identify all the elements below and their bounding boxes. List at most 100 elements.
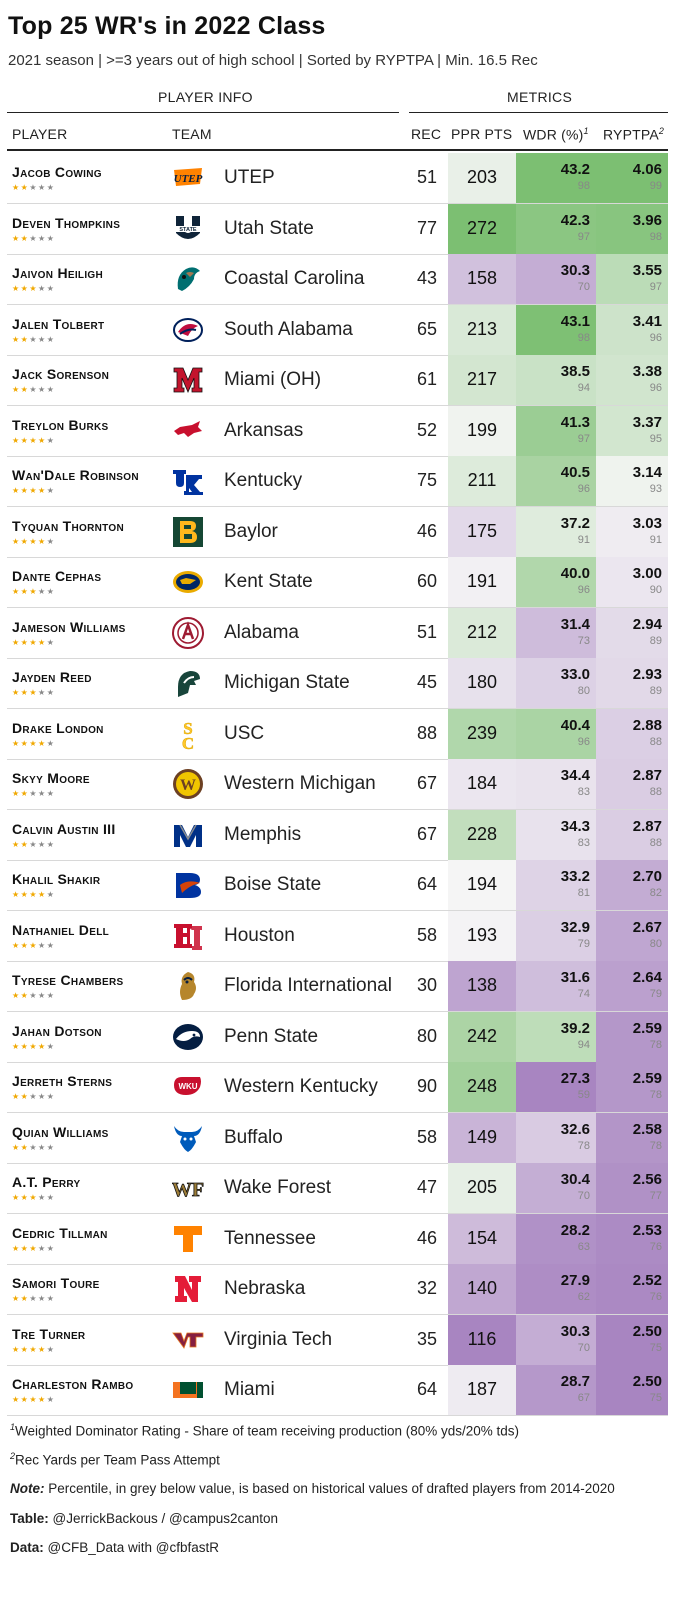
wdr-percentile: 78 (577, 1139, 590, 1152)
michigan-state-logo (172, 667, 204, 699)
star-icon: ★ (38, 1294, 47, 1303)
table-row: Jameson Williams ★★★★★ Alabama 51 212 31.4 73 2… (7, 607, 668, 659)
star-icon: ★ (46, 738, 56, 748)
ppr-value: 158 (466, 268, 498, 288)
tennessee-logo (172, 1223, 204, 1255)
ryptpa-value: 3.41 (632, 312, 662, 330)
star-icon: ★ (38, 1092, 47, 1101)
star-icon: ★ (46, 536, 56, 546)
ryptpa-value: 2.67 (632, 918, 662, 936)
star-icon: ★ (20, 1193, 30, 1202)
star-icon: ★ (29, 1193, 39, 1202)
ppr-cell: 205 (448, 1163, 516, 1213)
wdr-value: 40.0 (560, 565, 590, 582)
rec-value: 80 (416, 1025, 438, 1046)
table-row: Drake London ★★★★★ S C USC 88 239 40.4 96 2.88 88 (7, 708, 668, 760)
ppr-value: 248 (466, 1076, 498, 1096)
wdr-cell: 40.5 96 (516, 456, 596, 506)
star-icon: ★ (38, 385, 47, 394)
ryptpa-value: 2.58 (632, 1120, 662, 1138)
wdr-percentile: 79 (577, 937, 590, 950)
wake-forest-logo: WF (171, 1172, 204, 1204)
star-icon: ★ (38, 738, 47, 748)
wdr-cell: 37.2 91 (516, 506, 596, 557)
miami-logo (172, 1374, 204, 1406)
utah-state-logo: STATE (172, 213, 204, 245)
rec-value: 30 (416, 975, 438, 995)
star-icon: ★ (12, 789, 21, 798)
star-rating: ★★★★★ (12, 1041, 56, 1051)
alabama-logo (172, 616, 204, 649)
wdr-cell: 27.9 62 (516, 1264, 596, 1314)
footnote-data: Data: @CFB_Data with @cfbfastR (10, 1540, 219, 1555)
star-icon: ★ (38, 688, 47, 697)
ryptpa-value: 3.96 (632, 211, 662, 229)
wdr-cell: 38.5 94 (516, 355, 596, 405)
star-icon: ★ (46, 1041, 56, 1051)
star-icon: ★ (46, 334, 56, 344)
star-icon: ★ (29, 1092, 39, 1101)
ryptpa-cell: 2.64 79 (596, 961, 668, 1011)
wdr-percentile: 91 (577, 533, 590, 546)
star-icon: ★ (38, 536, 47, 546)
star-icon: ★ (29, 839, 39, 849)
table-row: Jack Sorenson ★★★★★ Miami (OH) 61 217 38.5 94 3… (7, 355, 668, 406)
table-row: Jerreth Sterns ★★★★★ WKU Western Kentucky 90… (7, 1062, 668, 1113)
table-row: Samori Toure ★★★★★ Nebraska 32 140 27.9 62 2.52… (7, 1264, 668, 1315)
ryptpa-value: 2.94 (632, 615, 662, 633)
svg-text:STATE: STATE (179, 227, 197, 233)
table-row: Charleston Rambo ★★★★★ Miami 64 187 28.7 67 2.5… (7, 1365, 668, 1416)
rec-value: 75 (416, 470, 438, 490)
ppr-value: 239 (466, 722, 498, 743)
star-icon: ★ (12, 1193, 21, 1202)
rec-value: 88 (416, 722, 438, 743)
wdr-value: 38.5 (560, 363, 590, 380)
star-icon: ★ (12, 233, 21, 243)
star-icon: ★ (20, 1041, 30, 1051)
star-icon: ★ (29, 334, 39, 344)
ryptpa-percentile: 80 (649, 937, 662, 950)
star-icon: ★ (46, 1142, 56, 1152)
ryptpa-cell: 2.88 88 (596, 708, 668, 759)
page-subtitle: 2021 season | >=3 years out of high scho… (8, 52, 538, 69)
wdr-value: 30.4 (560, 1171, 590, 1188)
star-icon: ★ (12, 738, 21, 748)
ryptpa-value: 3.14 (632, 464, 662, 481)
star-icon: ★ (12, 688, 21, 697)
team-name: Kent State (224, 571, 313, 592)
star-icon: ★ (38, 1243, 47, 1253)
table-row: Tyrese Chambers ★★★★★ Florida Internationa… (7, 961, 668, 1012)
ppr-cell: 212 (448, 607, 516, 658)
ppr-value: 199 (466, 419, 498, 440)
ppr-cell: 228 (448, 809, 516, 860)
wdr-cell: 30.3 70 (516, 254, 596, 304)
team-name: Tennessee (224, 1227, 316, 1249)
rec-value: 46 (416, 520, 438, 541)
coastal-carolina-logo (172, 263, 204, 295)
star-icon: ★ (20, 890, 30, 899)
buffalo-logo (172, 1122, 204, 1154)
star-icon: ★ (20, 1243, 30, 1253)
star-icon: ★ (20, 486, 30, 495)
star-rating: ★★★★★ (12, 1243, 55, 1253)
wdr-percentile: 96 (577, 735, 590, 748)
wdr-percentile: 63 (577, 1240, 590, 1253)
utep-logo: UTEP (172, 162, 204, 194)
star-icon: ★ (29, 1344, 39, 1354)
ryptpa-value: 2.64 (632, 969, 662, 986)
player-name: Jameson Williams (12, 618, 126, 635)
star-icon: ★ (12, 991, 21, 1000)
player-info-rule (7, 112, 399, 113)
svg-text:C: C (182, 734, 194, 750)
ryptpa-percentile: 79 (649, 988, 662, 1000)
table-row: Jayden Reed ★★★★★ Michigan State 45 180 33.0 8… (7, 658, 668, 709)
player-name: Nathaniel Dell (12, 921, 110, 938)
kentucky-logo (172, 465, 204, 497)
ppr-value: 212 (466, 621, 498, 642)
wdr-value: 39.2 (560, 1019, 590, 1037)
ryptpa-percentile: 90 (649, 584, 662, 596)
wdr-percentile: 97 (577, 432, 590, 445)
ryptpa-value: 4.06 (632, 161, 662, 178)
star-icon: ★ (20, 1294, 30, 1303)
star-rating: ★★★★★ (12, 1194, 55, 1202)
